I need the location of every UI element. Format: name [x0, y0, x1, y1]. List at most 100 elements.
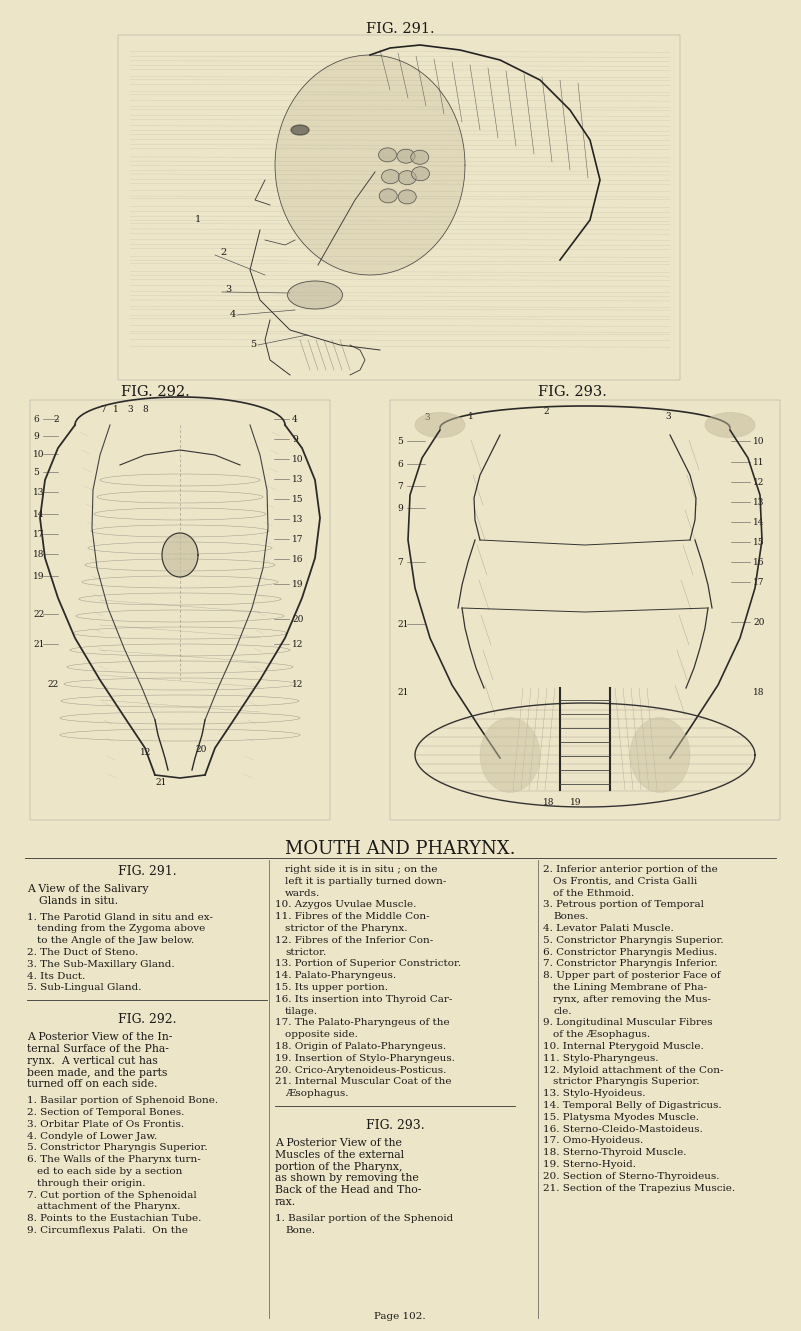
Text: to the Angle of the Jaw below.: to the Angle of the Jaw below.	[37, 936, 195, 945]
Text: 17: 17	[292, 535, 304, 544]
Text: 4. Its Duct.: 4. Its Duct.	[27, 972, 85, 981]
Text: 19: 19	[33, 572, 45, 582]
Text: 15: 15	[753, 538, 765, 547]
Text: 12: 12	[753, 478, 764, 487]
Text: 15. Platysma Myodes Muscle.: 15. Platysma Myodes Muscle.	[543, 1113, 699, 1122]
Text: 9: 9	[397, 504, 403, 512]
Text: 18: 18	[753, 688, 764, 697]
Text: 21: 21	[397, 688, 409, 697]
Polygon shape	[275, 55, 465, 276]
Text: 4. Levator Palati Muscle.: 4. Levator Palati Muscle.	[543, 924, 674, 933]
Text: 1. Basilar portion of the Sphenoid: 1. Basilar portion of the Sphenoid	[275, 1214, 453, 1223]
Text: 13. Portion of Superior Constrictor.: 13. Portion of Superior Constrictor.	[275, 960, 461, 969]
Text: 6. The Walls of the Pharynx turn-: 6. The Walls of the Pharynx turn-	[27, 1155, 201, 1165]
Text: 3. The Sub-Maxillary Gland.: 3. The Sub-Maxillary Gland.	[27, 960, 175, 969]
Text: 11: 11	[753, 458, 764, 467]
Text: as shown by removing the: as shown by removing the	[275, 1174, 419, 1183]
Text: 4. Condyle of Lower Jaw.: 4. Condyle of Lower Jaw.	[27, 1131, 157, 1141]
Ellipse shape	[396, 148, 413, 161]
Text: FIG. 291.: FIG. 291.	[366, 23, 434, 36]
Text: 7. Constrictor Pharyngis Inferior.: 7. Constrictor Pharyngis Inferior.	[543, 960, 718, 969]
Text: the Lining Membrane of Pha-: the Lining Membrane of Pha-	[553, 984, 707, 992]
Text: 7. Cut portion of the Sphenoidal: 7. Cut portion of the Sphenoidal	[27, 1191, 197, 1199]
Bar	[118, 35, 680, 379]
Text: 3: 3	[225, 285, 231, 294]
Text: 5. Sub-Lingual Gland.: 5. Sub-Lingual Gland.	[27, 984, 142, 993]
Text: 19. Sterno-Hyoid.: 19. Sterno-Hyoid.	[543, 1161, 636, 1169]
Text: FIG. 293.: FIG. 293.	[537, 385, 606, 399]
Text: 5: 5	[33, 469, 39, 476]
Text: 21: 21	[33, 640, 44, 650]
Text: 11. Stylo-Pharyngeus.: 11. Stylo-Pharyngeus.	[543, 1054, 658, 1062]
Text: turned off on each side.: turned off on each side.	[27, 1079, 157, 1089]
Text: 20: 20	[195, 745, 207, 753]
Text: 14: 14	[33, 510, 45, 519]
Text: 12: 12	[140, 748, 151, 757]
Text: 14. Palato-Pharyngeus.: 14. Palato-Pharyngeus.	[275, 972, 396, 980]
Text: 20: 20	[292, 615, 304, 624]
Text: MOUTH AND PHARYNX.: MOUTH AND PHARYNX.	[284, 840, 515, 858]
Text: rynx, after removing the Mus-: rynx, after removing the Mus-	[553, 994, 710, 1004]
Text: 17: 17	[753, 578, 764, 587]
Text: 3. Orbitar Plate of Os Frontis.: 3. Orbitar Plate of Os Frontis.	[27, 1119, 184, 1129]
Text: 3: 3	[665, 413, 670, 421]
Text: 18: 18	[33, 550, 45, 559]
Text: 19: 19	[570, 799, 582, 807]
Ellipse shape	[380, 169, 397, 182]
Text: FIG. 292.: FIG. 292.	[121, 385, 189, 399]
Text: 12: 12	[292, 640, 304, 650]
Text: 17. The Palato-Pharyngeus of the: 17. The Palato-Pharyngeus of the	[275, 1018, 449, 1028]
Text: 21: 21	[397, 620, 409, 630]
Text: Page 102.: Page 102.	[374, 1312, 426, 1320]
Ellipse shape	[291, 125, 309, 134]
Ellipse shape	[288, 281, 343, 309]
Text: 9. Circumflexus Palati.  On the: 9. Circumflexus Palati. On the	[27, 1226, 188, 1235]
Text: 6: 6	[397, 461, 403, 469]
Polygon shape	[162, 532, 198, 578]
Text: ed to each side by a section: ed to each side by a section	[37, 1167, 183, 1177]
Text: 13: 13	[292, 515, 304, 524]
Text: 19. Insertion of Stylo-Pharyngeus.: 19. Insertion of Stylo-Pharyngeus.	[275, 1054, 455, 1062]
Text: portion of the Pharynx,: portion of the Pharynx,	[275, 1162, 402, 1171]
Text: 19: 19	[292, 580, 304, 590]
Text: 22: 22	[33, 610, 44, 619]
Text: 2. Inferior anterior portion of the: 2. Inferior anterior portion of the	[543, 865, 718, 874]
Ellipse shape	[395, 186, 413, 200]
Text: wards.: wards.	[285, 889, 320, 897]
Text: 22: 22	[47, 680, 58, 689]
Text: 15: 15	[292, 495, 304, 504]
Text: opposite side.: opposite side.	[285, 1030, 358, 1040]
Ellipse shape	[630, 717, 690, 792]
Text: Æsophagus.: Æsophagus.	[285, 1089, 348, 1098]
Text: 3: 3	[127, 405, 133, 414]
Ellipse shape	[705, 413, 755, 438]
Text: Bone.: Bone.	[285, 1226, 315, 1235]
Text: 6. Constrictor Pharyngis Medius.: 6. Constrictor Pharyngis Medius.	[543, 948, 717, 957]
Text: FIG. 291.: FIG. 291.	[118, 865, 176, 878]
Text: A View of the Salivary: A View of the Salivary	[27, 884, 148, 894]
Text: FIG. 292.: FIG. 292.	[118, 1013, 176, 1026]
Text: 16: 16	[753, 558, 764, 567]
Text: Muscles of the external: Muscles of the external	[275, 1150, 405, 1159]
Text: 6: 6	[33, 415, 38, 425]
Text: 17: 17	[33, 530, 45, 539]
Text: 16: 16	[292, 555, 304, 564]
Ellipse shape	[413, 170, 431, 184]
Text: strictor Pharyngis Superior.: strictor Pharyngis Superior.	[553, 1077, 699, 1086]
Text: 5. Constrictor Pharyngis Superior.: 5. Constrictor Pharyngis Superior.	[543, 936, 723, 945]
Text: 7: 7	[397, 482, 403, 491]
Text: 7: 7	[100, 405, 106, 414]
Text: Bones.: Bones.	[553, 912, 589, 921]
Text: 13: 13	[33, 488, 44, 496]
Text: 7: 7	[397, 558, 403, 567]
Text: 2. The Duct of Steno.: 2. The Duct of Steno.	[27, 948, 139, 957]
Text: 13. Stylo-Hyoideus.: 13. Stylo-Hyoideus.	[543, 1089, 646, 1098]
Ellipse shape	[384, 150, 402, 164]
Text: 18. Sterno-Thyroid Muscle.: 18. Sterno-Thyroid Muscle.	[543, 1149, 686, 1157]
Text: of the Ethmoid.: of the Ethmoid.	[553, 889, 634, 897]
Text: Os Frontis, and Crista Galli: Os Frontis, and Crista Galli	[553, 877, 697, 886]
Text: FIG. 293.: FIG. 293.	[366, 1119, 425, 1131]
Text: 2: 2	[53, 415, 58, 425]
Text: 1: 1	[468, 413, 473, 421]
Text: 4: 4	[230, 310, 236, 319]
